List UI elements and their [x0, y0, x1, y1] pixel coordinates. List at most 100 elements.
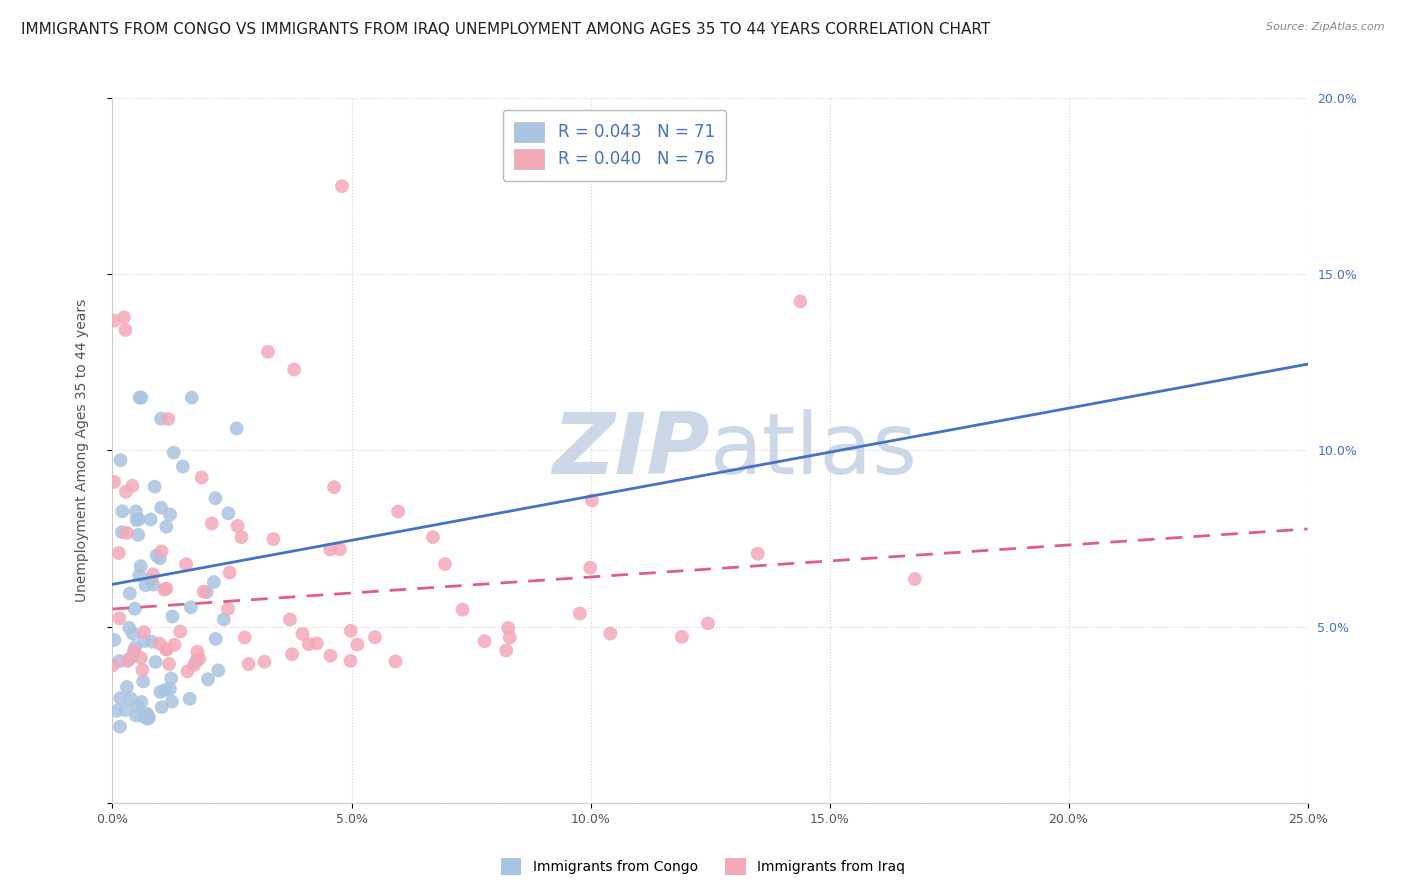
- Point: [159, 681, 181, 696]
- Point: [150, 544, 173, 558]
- Point: [160, 672, 183, 686]
- Point: [145, 655, 167, 669]
- Point: [155, 582, 177, 596]
- Point: [141, 634, 163, 648]
- Point: [163, 638, 186, 652]
- Point: [124, 640, 146, 655]
- Point: [127, 528, 149, 542]
- Point: [125, 504, 148, 518]
- Point: [127, 699, 149, 714]
- Text: Source: ZipAtlas.com: Source: ZipAtlas.com: [1267, 22, 1385, 32]
- Point: [204, 632, 226, 646]
- Point: [108, 654, 131, 668]
- Point: [579, 560, 602, 574]
- Text: atlas: atlas: [710, 409, 918, 492]
- Legend: Immigrants from Congo, Immigrants from Iraq: Immigrants from Congo, Immigrants from I…: [495, 853, 911, 880]
- Point: [122, 644, 145, 658]
- Point: [136, 706, 159, 721]
- Point: [136, 708, 159, 723]
- Point: [150, 700, 173, 714]
- Point: [139, 512, 162, 526]
- Point: [138, 711, 160, 725]
- Point: [131, 391, 153, 405]
- Point: [495, 643, 517, 657]
- Point: [179, 691, 201, 706]
- Point: [329, 542, 352, 557]
- Point: [262, 532, 284, 546]
- Point: [153, 582, 176, 597]
- Point: [159, 508, 181, 522]
- Point: [111, 525, 134, 540]
- Point: [149, 551, 172, 566]
- Point: [160, 695, 183, 709]
- Point: [581, 493, 603, 508]
- Point: [225, 421, 247, 435]
- Point: [128, 512, 150, 526]
- Point: [278, 613, 301, 627]
- Point: [238, 657, 260, 671]
- Point: [114, 703, 136, 717]
- Point: [319, 648, 342, 663]
- Point: [599, 626, 621, 640]
- Point: [128, 391, 150, 405]
- Point: [134, 634, 156, 648]
- Point: [118, 652, 141, 666]
- Point: [149, 685, 172, 699]
- Point: [121, 479, 143, 493]
- Point: [169, 624, 191, 639]
- Point: [135, 712, 157, 726]
- Point: [188, 652, 211, 666]
- Point: [112, 310, 135, 325]
- Point: [207, 664, 229, 678]
- Point: [339, 624, 361, 638]
- Point: [233, 631, 256, 645]
- Point: [131, 663, 153, 677]
- Text: ZIP: ZIP: [553, 409, 710, 492]
- Point: [143, 480, 166, 494]
- Point: [162, 609, 184, 624]
- Y-axis label: Unemployment Among Ages 35 to 44 years: Unemployment Among Ages 35 to 44 years: [75, 299, 89, 602]
- Point: [283, 362, 305, 376]
- Point: [193, 584, 215, 599]
- Point: [131, 695, 153, 709]
- Point: [156, 642, 179, 657]
- Point: [226, 518, 249, 533]
- Point: [201, 516, 224, 531]
- Point: [105, 704, 128, 718]
- Point: [125, 708, 148, 723]
- Point: [186, 645, 208, 659]
- Point: [101, 658, 124, 673]
- Point: [499, 631, 522, 645]
- Point: [789, 294, 811, 309]
- Point: [330, 179, 353, 194]
- Point: [305, 636, 328, 650]
- Point: [139, 573, 162, 587]
- Point: [110, 453, 132, 467]
- Point: [108, 720, 131, 734]
- Point: [176, 665, 198, 679]
- Point: [180, 600, 202, 615]
- Point: [115, 680, 138, 694]
- Point: [150, 500, 173, 515]
- Point: [121, 649, 143, 664]
- Point: [204, 491, 226, 505]
- Point: [132, 709, 155, 723]
- Point: [174, 557, 197, 571]
- Point: [568, 607, 591, 621]
- Point: [319, 542, 342, 557]
- Point: [281, 648, 304, 662]
- Legend: R = 0.043   N = 71, R = 0.040   N = 76: R = 0.043 N = 71, R = 0.040 N = 76: [502, 110, 727, 181]
- Point: [257, 344, 280, 359]
- Point: [183, 657, 205, 672]
- Point: [117, 654, 139, 668]
- Point: [129, 559, 152, 574]
- Point: [108, 611, 131, 625]
- Point: [132, 625, 155, 640]
- Point: [387, 504, 409, 518]
- Point: [291, 627, 314, 641]
- Point: [103, 313, 125, 327]
- Point: [197, 673, 219, 687]
- Point: [157, 412, 180, 426]
- Point: [125, 513, 148, 527]
- Text: IMMIGRANTS FROM CONGO VS IMMIGRANTS FROM IRAQ UNEMPLOYMENT AMONG AGES 35 TO 44 Y: IMMIGRANTS FROM CONGO VS IMMIGRANTS FROM…: [21, 22, 990, 37]
